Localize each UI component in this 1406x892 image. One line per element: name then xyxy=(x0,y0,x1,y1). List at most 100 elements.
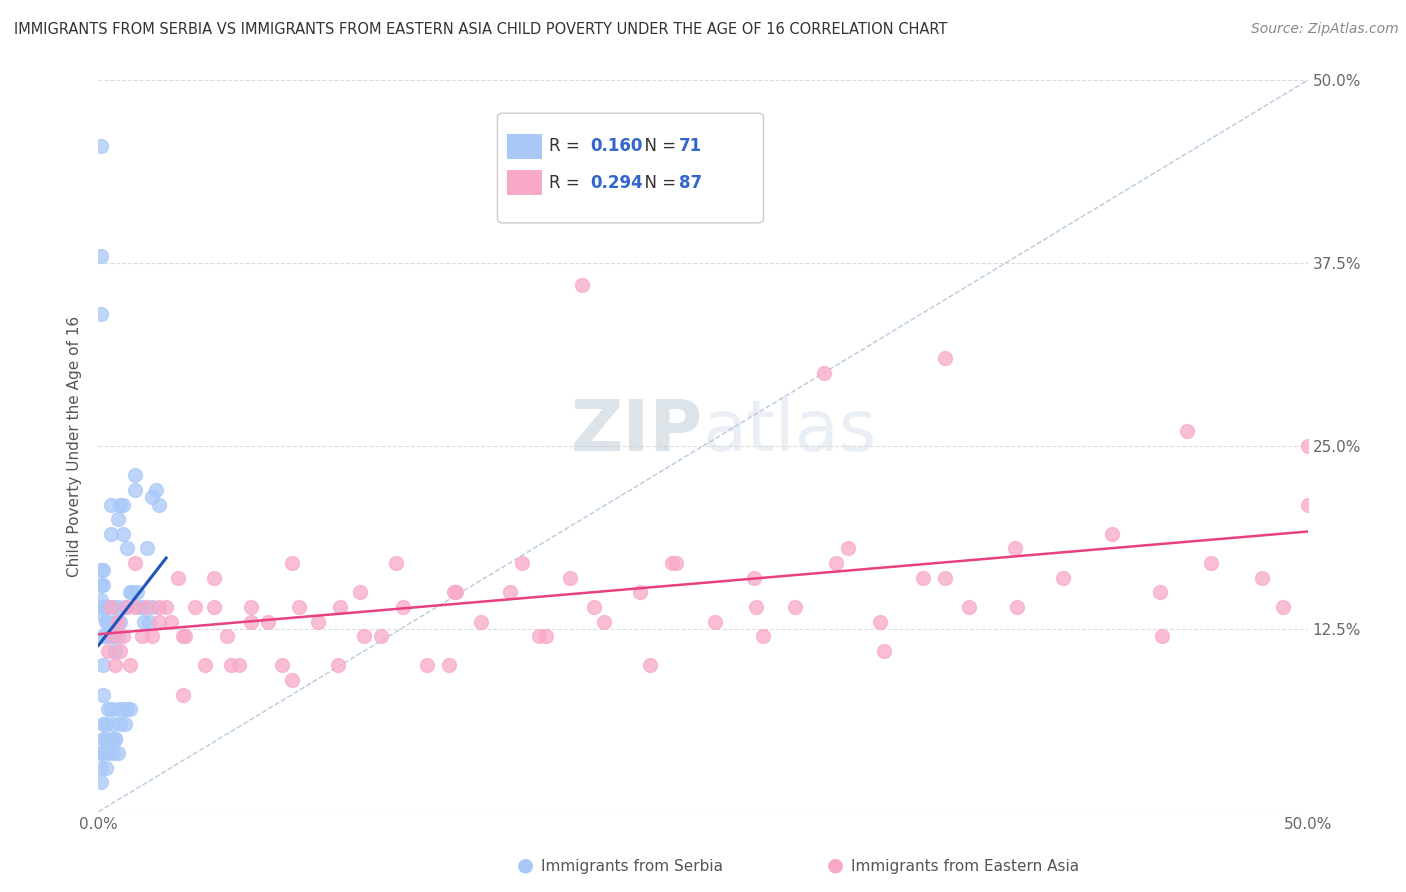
Y-axis label: Child Poverty Under the Age of 16: Child Poverty Under the Age of 16 xyxy=(67,316,83,576)
Point xyxy=(108,498,131,512)
Point xyxy=(124,483,146,497)
Point xyxy=(90,607,112,622)
Point xyxy=(127,585,149,599)
Point xyxy=(665,556,688,570)
Point xyxy=(558,571,581,585)
Point xyxy=(104,658,127,673)
Point xyxy=(124,556,146,570)
Point xyxy=(446,585,468,599)
Point xyxy=(117,702,139,716)
Point xyxy=(288,599,311,614)
Text: IMMIGRANTS FROM SERBIA VS IMMIGRANTS FROM EASTERN ASIA CHILD POVERTY UNDER THE A: IMMIGRANTS FROM SERBIA VS IMMIGRANTS FRO… xyxy=(14,22,948,37)
Point xyxy=(135,541,157,556)
Point xyxy=(837,541,859,556)
Point xyxy=(91,658,114,673)
Point xyxy=(117,599,139,614)
Point xyxy=(107,629,129,643)
Point xyxy=(117,541,139,556)
Point xyxy=(1152,629,1174,643)
Text: R =: R = xyxy=(550,137,585,155)
Point xyxy=(114,599,136,614)
Point xyxy=(91,717,114,731)
Point xyxy=(174,629,197,643)
Point xyxy=(94,717,117,731)
Text: atlas: atlas xyxy=(703,397,877,466)
Point xyxy=(752,629,775,643)
Point xyxy=(91,688,114,702)
Point xyxy=(349,585,371,599)
Point xyxy=(141,490,163,504)
Point xyxy=(204,599,226,614)
Point xyxy=(104,731,127,746)
Point xyxy=(534,629,557,643)
Point xyxy=(101,629,124,643)
Point xyxy=(108,644,131,658)
Point xyxy=(100,498,122,512)
Point xyxy=(172,629,194,643)
Point xyxy=(107,746,129,760)
Point xyxy=(111,498,134,512)
Point xyxy=(90,775,112,789)
Point xyxy=(167,571,190,585)
Point xyxy=(281,556,304,570)
Point xyxy=(108,717,131,731)
Point xyxy=(745,599,768,614)
Point xyxy=(141,629,163,643)
Point xyxy=(148,599,170,614)
Point xyxy=(329,599,352,614)
Text: 0.294: 0.294 xyxy=(591,174,644,192)
Point xyxy=(107,615,129,629)
Text: 87: 87 xyxy=(679,174,702,192)
Point xyxy=(1004,541,1026,556)
Point xyxy=(392,599,415,614)
Point xyxy=(825,556,848,570)
Point xyxy=(1175,425,1198,439)
Point xyxy=(583,599,606,614)
Text: Source: ZipAtlas.com: Source: ZipAtlas.com xyxy=(1251,22,1399,37)
Text: N =: N = xyxy=(634,174,682,192)
Point xyxy=(124,468,146,483)
Point xyxy=(97,615,120,629)
Point xyxy=(204,571,226,585)
Point xyxy=(121,585,143,599)
Point xyxy=(114,717,136,731)
Point xyxy=(1101,526,1123,541)
Point xyxy=(1052,571,1074,585)
Point xyxy=(1296,498,1319,512)
Point xyxy=(97,629,120,643)
Point xyxy=(131,599,153,614)
Point xyxy=(134,615,156,629)
Point xyxy=(1199,556,1222,570)
Point xyxy=(228,658,250,673)
Point xyxy=(94,731,117,746)
Point xyxy=(742,571,765,585)
Point xyxy=(470,615,492,629)
Point xyxy=(104,731,127,746)
Point xyxy=(91,731,114,746)
Point xyxy=(111,629,134,643)
Point xyxy=(94,615,117,629)
Point xyxy=(111,702,134,716)
Point xyxy=(215,629,238,643)
Point xyxy=(101,746,124,760)
Point xyxy=(94,761,117,775)
Point xyxy=(118,658,141,673)
Point xyxy=(571,278,593,293)
Point xyxy=(145,483,167,497)
Point xyxy=(172,688,194,702)
Point xyxy=(100,599,122,614)
Point xyxy=(91,629,114,643)
Point xyxy=(148,498,170,512)
Point xyxy=(437,658,460,673)
Text: ●: ● xyxy=(827,855,844,874)
Point xyxy=(628,585,651,599)
Point xyxy=(934,571,956,585)
Point xyxy=(416,658,439,673)
Point xyxy=(90,761,112,775)
Point xyxy=(704,615,727,629)
Point xyxy=(118,702,141,716)
Point xyxy=(141,599,163,614)
Point xyxy=(138,615,160,629)
Point xyxy=(256,615,278,629)
Point xyxy=(353,629,375,643)
